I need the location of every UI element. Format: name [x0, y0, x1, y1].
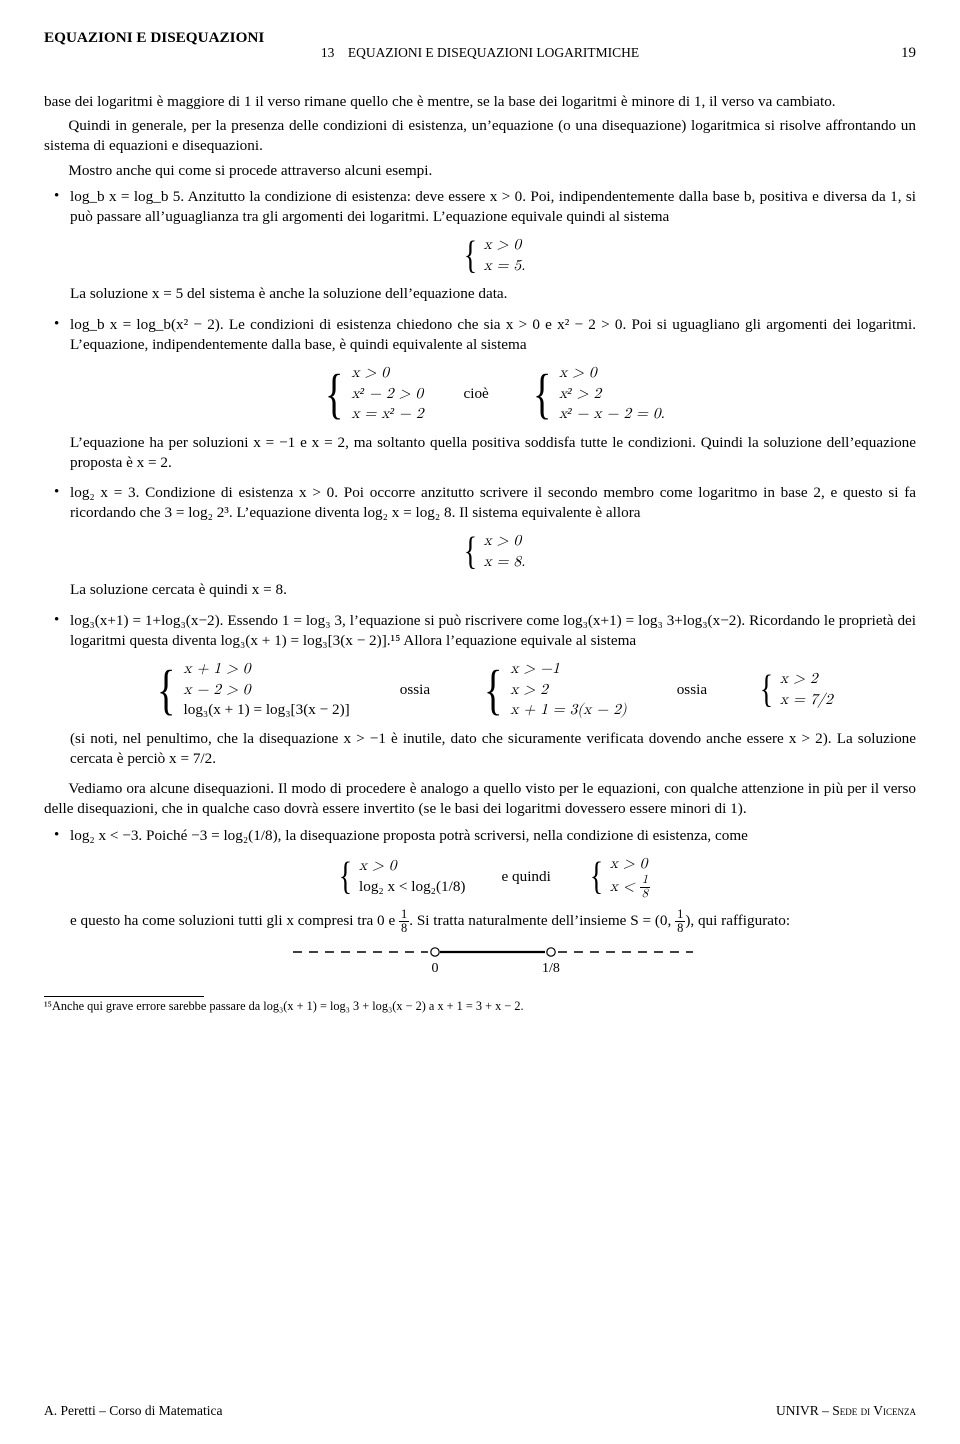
sys3-l2: x = 8. — [484, 554, 526, 569]
ex5-tail-pre: e questo ha come soluzioni tutti gli x c… — [70, 912, 399, 929]
page: EQUAZIONI E DISEQUAZIONI 13 EQUAZIONI E … — [0, 0, 960, 1444]
example-5-lead: log₂ x < −3. Poiché −3 = log₂(1/8), la d… — [70, 827, 748, 844]
example-5: log₂ x < −3. Poiché −3 = log₂(1/8), la d… — [44, 826, 916, 981]
example-2-systems: { x > 0 x² − 2 > 0 x = x² − 2 cioè { x >… — [70, 363, 916, 425]
example-3-tail: La soluzione cercata è quindi x = 8. — [70, 581, 287, 598]
sys5a-l2: log₂ x < log₂(1/8) — [359, 878, 465, 895]
frac3-d: 8 — [675, 922, 685, 934]
example-1: log_b x = log_b 5. Anzitutto la condizio… — [44, 187, 916, 305]
sys3-l1: x > 0 — [484, 533, 522, 548]
sys2a-l3: x = x² − 2 — [352, 406, 424, 421]
example-4-mid1: ossia — [400, 680, 430, 700]
ex5-tail-mid: . Si tratta naturalmente dell’insieme S … — [409, 912, 675, 929]
footer: A. Peretti – Corso di Matematica UNIVR –… — [44, 1402, 916, 1420]
sys2b-l1: x > 0 — [559, 365, 597, 380]
sys5a-l1: x > 0 — [359, 858, 397, 873]
frac3-n: 1 — [675, 908, 685, 921]
footer-right: UNIVR – Sede di Vicenza — [776, 1402, 916, 1420]
nl-label-1: 1/8 — [542, 961, 560, 976]
frac2-n: 1 — [399, 908, 409, 921]
frac-d: 8 — [640, 888, 650, 900]
number-line-diagram: 0 1/8 — [283, 940, 703, 980]
sys1-l1: x > 0 — [484, 237, 522, 252]
example-2-lead: log_b x = log_b(x² − 2). Le condizioni d… — [70, 316, 916, 353]
example-4: log₃(x+1) = 1+log₃(x−2). Essendo 1 = log… — [44, 611, 916, 769]
example-2-mid: cioè — [464, 384, 489, 404]
frac-n: 1 — [640, 874, 650, 887]
example-2: log_b x = log_b(x² − 2). Le condizioni d… — [44, 315, 916, 473]
sys4b-l3: x + 1 = 3(x − 2) — [510, 702, 626, 717]
sys4a-l2: x − 2 > 0 — [184, 682, 251, 697]
running-header: EQUAZIONI E DISEQUAZIONI 13 EQUAZIONI E … — [44, 28, 916, 66]
page-number: 19 — [901, 44, 916, 64]
footer-right-sc: Sede di Vicenza — [832, 1403, 916, 1418]
para-1: base dei logaritmi è maggiore di 1 il ve… — [44, 92, 916, 112]
example-4-mid2: ossia — [677, 680, 707, 700]
example-3: log₂ x = 3. Condizione di esistenza x > … — [44, 483, 916, 601]
footnote-15: ¹⁵Anche qui grave errore sarebbe passare… — [44, 999, 916, 1015]
inequations-list: log₂ x < −3. Poiché −3 = log₂(1/8), la d… — [44, 826, 916, 981]
header-section: 13 EQUAZIONI E DISEQUAZIONI LOGARITMICHE — [321, 45, 639, 60]
sys2a-l2: x² − 2 > 0 — [352, 386, 424, 401]
sys2a-l1: x > 0 — [352, 365, 390, 380]
para-3: Mostro anche qui come si procede attrave… — [44, 161, 916, 181]
example-5-tail: e questo ha come soluzioni tutti gli x c… — [70, 912, 790, 929]
example-5-systems: { x > 0 log₂ x < log₂(1/8) e quindi { x … — [70, 854, 916, 900]
footnote-rule — [44, 996, 204, 997]
ex5-tail-post: ), qui raffigurato: — [685, 912, 790, 929]
footer-left: A. Peretti – Corso di Matematica — [44, 1402, 222, 1420]
sys4b-l2: x > 2 — [510, 682, 548, 697]
example-5-mid: e quindi — [501, 867, 550, 887]
sys4c-l2: x = 7/2 — [780, 692, 833, 707]
frac2-d: 8 — [399, 922, 409, 934]
nl-label-0: 0 — [432, 961, 439, 976]
sys5b-l1: x > 0 — [610, 856, 648, 871]
sys5b-l2: x < 18 — [610, 879, 650, 894]
sys4a-l3: log₃(x + 1) = log₃[3(x − 2)] — [184, 701, 350, 718]
sys2b-l3: x² − x − 2 = 0. — [559, 406, 665, 421]
example-1-lead: log_b x = log_b 5. Anzitutto la condizio… — [70, 188, 916, 225]
sys4c-l1: x > 2 — [780, 671, 818, 686]
example-1-system: { x > 0 x = 5. — [70, 235, 916, 276]
example-3-system: { x > 0 x = 8. — [70, 531, 916, 572]
sys2b-l2: x² > 2 — [559, 386, 601, 401]
para-4: Vediamo ora alcune disequazioni. Il modo… — [44, 779, 916, 819]
example-2-tail: L’equazione ha per soluzioni x = −1 e x … — [70, 434, 916, 471]
example-4-lead: log₃(x+1) = 1+log₃(x−2). Essendo 1 = log… — [70, 612, 916, 649]
examples-list: log_b x = log_b 5. Anzitutto la condizio… — [44, 187, 916, 769]
para-2: Quindi in generale, per la presenza dell… — [44, 116, 916, 156]
sys5b-l2-pre: x < — [610, 879, 640, 894]
sys4b-l1: x > −1 — [510, 661, 559, 676]
example-1-tail: La soluzione x = 5 del sistema è anche l… — [70, 285, 507, 302]
example-4-systems: { x + 1 > 0 x − 2 > 0 log₃(x + 1) = log₃… — [70, 659, 916, 721]
sys1-l2: x = 5. — [484, 258, 526, 273]
example-4-tail: (si noti, nel penultimo, che la disequaz… — [70, 730, 916, 767]
example-3-lead: log₂ x = 3. Condizione di esistenza x > … — [70, 484, 916, 521]
sys4a-l1: x + 1 > 0 — [184, 661, 251, 676]
footer-right-pre: UNIVR – — [776, 1403, 832, 1418]
